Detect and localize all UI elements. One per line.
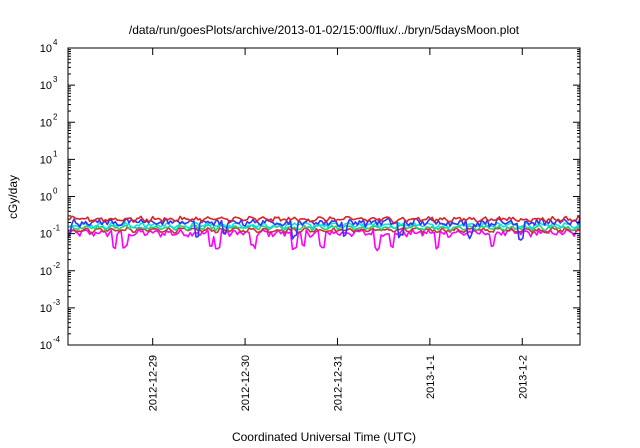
x-tick-label: 2012-12-31 — [332, 355, 344, 411]
series-layer — [67, 215, 581, 252]
x-axis: 2012-12-29 2012-12-30 2012-12-31 2013-1-1 20… — [148, 48, 529, 411]
y-tick-exponent: 2 — [53, 112, 58, 121]
y-tick-exponent: 1 — [53, 149, 58, 158]
series-line — [67, 226, 581, 234]
series-line — [67, 221, 581, 230]
y-tick-exponent: -4 — [53, 335, 61, 344]
y-tick-exponent: 0 — [53, 187, 58, 196]
plot-frame — [67, 47, 581, 346]
series-line — [67, 224, 581, 232]
y-tick-label: 10 — [40, 80, 52, 92]
y-axis-label: cGy/day — [6, 175, 20, 219]
y-tick-label: 10 — [40, 303, 52, 315]
y-tick-label: 10 — [40, 229, 52, 241]
x-tick-label: 2012-12-29 — [148, 355, 160, 411]
x-axis-label: Coordinated Universal Time (UTC) — [232, 430, 416, 444]
y-tick-label: 10 — [40, 117, 52, 129]
chart-title: /data/run/goesPlots/archive/2013-01-02/1… — [129, 23, 520, 37]
series-line — [67, 215, 581, 224]
series-line — [67, 228, 581, 252]
y-tick-label: 10 — [40, 43, 52, 55]
y-tick-label: 10 — [40, 340, 52, 352]
y-tick-label: 10 — [40, 192, 52, 204]
y-tick-exponent: -2 — [53, 261, 61, 270]
series-line — [67, 217, 581, 241]
y-tick-exponent: -3 — [53, 298, 61, 307]
x-tick-label: 2013-1-1 — [425, 355, 437, 399]
y-tick-label: 10 — [40, 154, 52, 166]
y-tick-label: 10 — [40, 266, 52, 278]
y-tick-exponent: -1 — [53, 224, 61, 233]
y-tick-exponent: 4 — [53, 38, 58, 47]
y-tick-exponent: 3 — [53, 75, 58, 84]
x-tick-label: 2013-1-2 — [517, 355, 529, 399]
x-tick-label: 2012-12-30 — [240, 355, 252, 411]
